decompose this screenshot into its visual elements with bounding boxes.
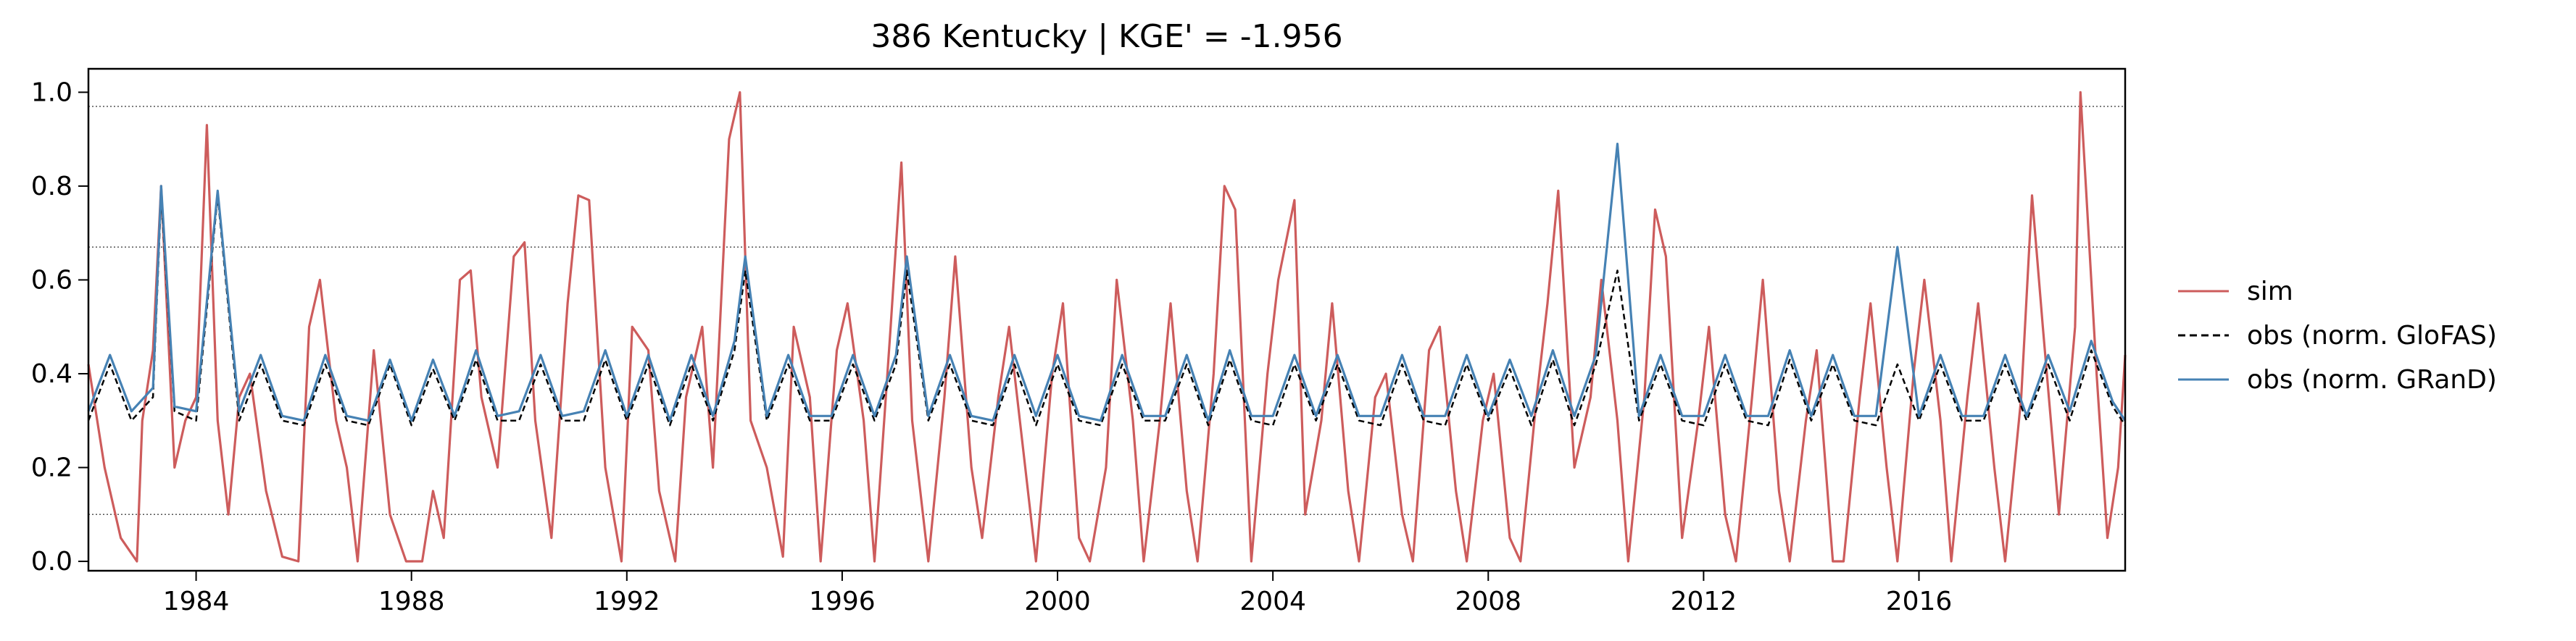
legend-label-0: sim [2247, 277, 2293, 306]
y-tick-label: 1.0 [31, 77, 72, 107]
legend-label-2: obs (norm. GRanD) [2247, 365, 2497, 395]
x-tick-label: 1984 [163, 587, 230, 616]
x-tick-label: 1992 [594, 587, 660, 616]
y-tick-label: 0.4 [31, 359, 72, 389]
series-lines [87, 91, 2127, 563]
y-tick-label: 0.2 [31, 453, 72, 483]
y-tick-label: 0.6 [31, 265, 72, 295]
x-tick-label: 1988 [378, 587, 445, 616]
legend: sim obs (norm. GloFAS) obs (norm. GRanD) [2178, 277, 2497, 395]
plot-frame [87, 67, 2127, 572]
x-tick-label: 1996 [809, 587, 876, 616]
series-line-1 [87, 194, 2127, 427]
series-line-2 [87, 143, 2127, 422]
reference-lines [88, 106, 2125, 516]
chart-title: 386 Kentucky | KGE' = -1.956 [871, 18, 1342, 55]
x-tick-label: 2000 [1024, 587, 1091, 616]
legend-label-1: obs (norm. GloFAS) [2247, 321, 2497, 351]
x-axis: 1984 1988 1992 1996 2000 2004 2008 2012 2016 [163, 571, 1953, 616]
y-axis: 0.0 0.2 0.4 0.6 0.8 1.0 [31, 77, 88, 577]
x-tick-label: 2008 [1455, 587, 1521, 616]
x-tick-label: 2016 [1886, 587, 1953, 616]
x-tick-label: 2004 [1239, 587, 1306, 616]
y-tick-label: 0.8 [31, 172, 72, 201]
x-tick-label: 2012 [1671, 587, 1737, 616]
series-line-0 [87, 91, 2127, 563]
y-tick-label: 0.0 [31, 547, 72, 577]
